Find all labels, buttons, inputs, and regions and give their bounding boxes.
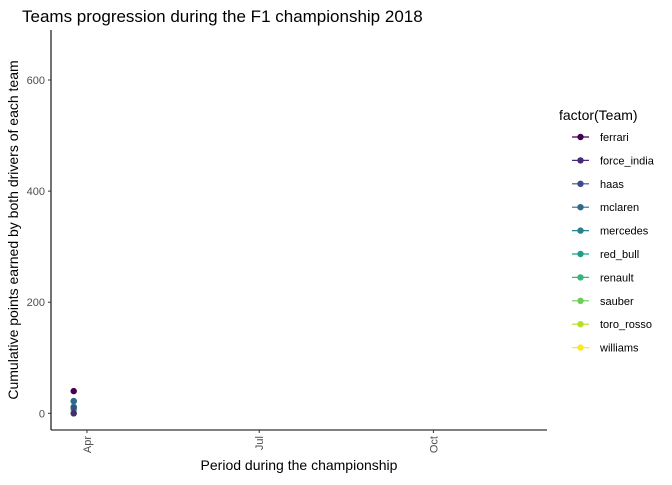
legend-key-point xyxy=(577,321,584,328)
legend-key-point xyxy=(577,274,584,281)
legend-label: force_india xyxy=(600,155,655,167)
x-tick-label: Apr xyxy=(82,436,94,453)
y-tick-label: 200 xyxy=(27,297,45,309)
legend-key-point xyxy=(577,133,584,141)
legend-key-point xyxy=(577,157,584,164)
y-ticks: 0 200 400 600 xyxy=(27,75,51,420)
y-tick-label: 0 xyxy=(39,408,45,420)
legend-label: sauber xyxy=(600,296,634,308)
x-ticks: Apr Jul Oct xyxy=(82,430,440,453)
legend-label: ferrari xyxy=(600,132,629,144)
legend-key-point xyxy=(577,344,584,351)
legend-label: williams xyxy=(599,343,639,355)
x-tick-label: Oct xyxy=(428,436,440,453)
y-tick-label: 400 xyxy=(27,186,45,198)
legend-key-point xyxy=(577,204,584,211)
legend-label: haas xyxy=(600,179,624,191)
legend-label: red_bull xyxy=(600,249,639,261)
data-marks xyxy=(70,387,77,417)
x-axis-title: Period during the championship xyxy=(201,457,398,473)
chart-title: Teams progression during the F1 champion… xyxy=(22,7,423,26)
x-tick-label: Jul xyxy=(254,436,266,450)
legend-title: factor(Team) xyxy=(559,107,638,123)
legend-label: renault xyxy=(600,272,634,284)
data-point-force_india xyxy=(70,410,77,417)
legend-key-point xyxy=(577,297,584,304)
plot-area: 0 200 400 600 Apr Jul Oct xyxy=(27,30,547,453)
data-point-ferrari xyxy=(70,387,77,395)
data-point-mclaren xyxy=(70,397,77,405)
y-axis-title: Cumulative points earned by both drivers… xyxy=(5,60,21,399)
legend-label: toro_rosso xyxy=(600,319,652,331)
legend-label: mclaren xyxy=(600,202,639,214)
legend-key-point xyxy=(577,250,584,258)
legend-key-point xyxy=(577,180,584,187)
legend-label: mercedes xyxy=(600,226,649,238)
data-point-haas xyxy=(70,404,77,411)
y-tick-label: 600 xyxy=(27,75,45,87)
legend-key-point xyxy=(577,227,584,234)
